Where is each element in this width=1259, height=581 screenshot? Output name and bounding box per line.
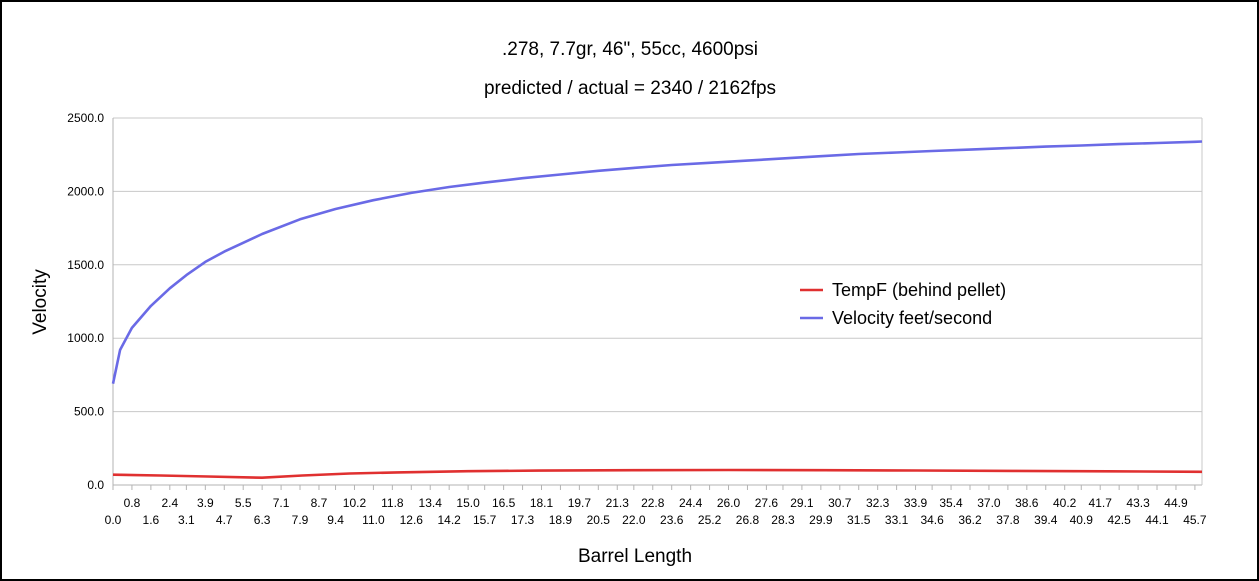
x-tick-label: 14.2 <box>437 513 461 527</box>
x-tick-label: 30.7 <box>828 496 852 510</box>
x-tick-label: 18.1 <box>530 496 554 510</box>
chart-subtitle: predicted / actual = 2340 / 2162fps <box>484 78 776 99</box>
x-tick-label: 19.7 <box>568 496 592 510</box>
x-tick-label: 39.4 <box>1034 513 1058 527</box>
y-tick-label: 1500.0 <box>67 258 104 272</box>
x-tick-label: 45.7 <box>1183 513 1207 527</box>
x-tick-label: 36.2 <box>958 513 982 527</box>
x-tick-label: 33.9 <box>904 496 928 510</box>
x-tick-label: 17.3 <box>511 513 535 527</box>
x-tick-label: 44.1 <box>1145 513 1169 527</box>
y-tick-label: 2000.0 <box>67 184 104 198</box>
x-tick-label: 7.1 <box>273 496 290 510</box>
x-tick-label: 10.2 <box>343 496 367 510</box>
x-tick-label: 40.2 <box>1053 496 1077 510</box>
x-tick-label: 5.5 <box>235 496 252 510</box>
x-tick-label: 11.8 <box>381 496 404 510</box>
x-tick-label: 22.8 <box>641 496 665 510</box>
x-tick-label: 37.0 <box>977 496 1001 510</box>
x-tick-label: 2.4 <box>161 496 178 510</box>
x-tick-label: 29.1 <box>790 496 814 510</box>
gridlines <box>112 117 1203 486</box>
x-tick-label: 12.6 <box>400 513 424 527</box>
x-tick-label: 8.7 <box>311 496 328 510</box>
x-tick-label: 26.0 <box>717 496 741 510</box>
x-tick-label: 13.4 <box>419 496 443 510</box>
x-tick-label: 6.3 <box>254 513 271 527</box>
x-tick-label: 22.0 <box>622 513 646 527</box>
x-tick-label: 7.9 <box>292 513 309 527</box>
legend-label: Velocity feet/second <box>832 308 992 328</box>
x-tick-label: 3.1 <box>178 513 195 527</box>
x-axis-label: Barrel Length <box>578 546 692 567</box>
x-tick-label: 9.4 <box>327 513 344 527</box>
x-tick-label: 35.4 <box>939 496 963 510</box>
x-tick-label: 29.9 <box>809 513 833 527</box>
x-tick-label: 4.7 <box>216 513 233 527</box>
x-tick-label: 38.6 <box>1015 496 1039 510</box>
series-lines <box>111 140 1203 479</box>
x-tick-label: 25.2 <box>698 513 722 527</box>
legend: TempF (behind pellet) Velocity feet/secon… <box>800 280 1006 328</box>
x-tick-label: 26.8 <box>736 513 760 527</box>
x-tick-label: 43.3 <box>1126 496 1150 510</box>
x-tick-label: 23.6 <box>660 513 684 527</box>
x-tick-label: 28.3 <box>771 513 795 527</box>
x-tick-label: 1.6 <box>143 513 160 527</box>
legend-label: TempF (behind pellet) <box>832 280 1006 300</box>
y-tick-label: 500.0 <box>74 405 104 419</box>
x-tick-label: 16.5 <box>492 496 516 510</box>
x-tick-label: 44.9 <box>1164 496 1188 510</box>
x-tick-label: 24.4 <box>679 496 703 510</box>
y-tick-label: 0.0 <box>87 478 104 492</box>
x-tick-label: 20.5 <box>587 513 611 527</box>
x-tick-label: 41.7 <box>1089 496 1113 510</box>
x-tick-labels: 0.00.81.62.43.13.94.75.56.37.17.98.7 9.4 1… <box>105 485 1207 527</box>
x-tick-label: 40.9 <box>1070 513 1094 527</box>
x-tick-label: 0.0 <box>105 513 122 527</box>
series-line <box>112 468 1203 479</box>
y-tick-label: 1000.0 <box>67 331 104 345</box>
x-tick-label: 37.8 <box>996 513 1020 527</box>
x-tick-label: 21.3 <box>606 496 630 510</box>
x-tick-label: 15.0 <box>456 496 480 510</box>
x-tick-label: 11.0 <box>362 513 385 527</box>
series-line <box>111 140 1203 384</box>
x-tick-label: 33.1 <box>885 513 909 527</box>
x-tick-label: 15.7 <box>473 513 497 527</box>
y-tick-label: 2500.0 <box>67 111 104 125</box>
x-tick-label: 27.6 <box>755 496 779 510</box>
x-tick-label: 32.3 <box>866 496 890 510</box>
x-tick-label: 42.5 <box>1107 513 1131 527</box>
x-tick-label: 34.6 <box>920 513 944 527</box>
x-tick-label: 18.9 <box>549 513 573 527</box>
x-tick-label: 31.5 <box>847 513 871 527</box>
x-tick-label: 3.9 <box>197 496 214 510</box>
x-tick-label: 0.8 <box>124 496 141 510</box>
y-axis-label: Velocity <box>30 269 51 335</box>
chart-title: .278, 7.7gr, 46", 55cc, 4600psi <box>502 39 758 60</box>
y-tick-labels: 0.0 500.0 1000.0 1500.0 2000.0 2500.0 <box>67 111 104 492</box>
